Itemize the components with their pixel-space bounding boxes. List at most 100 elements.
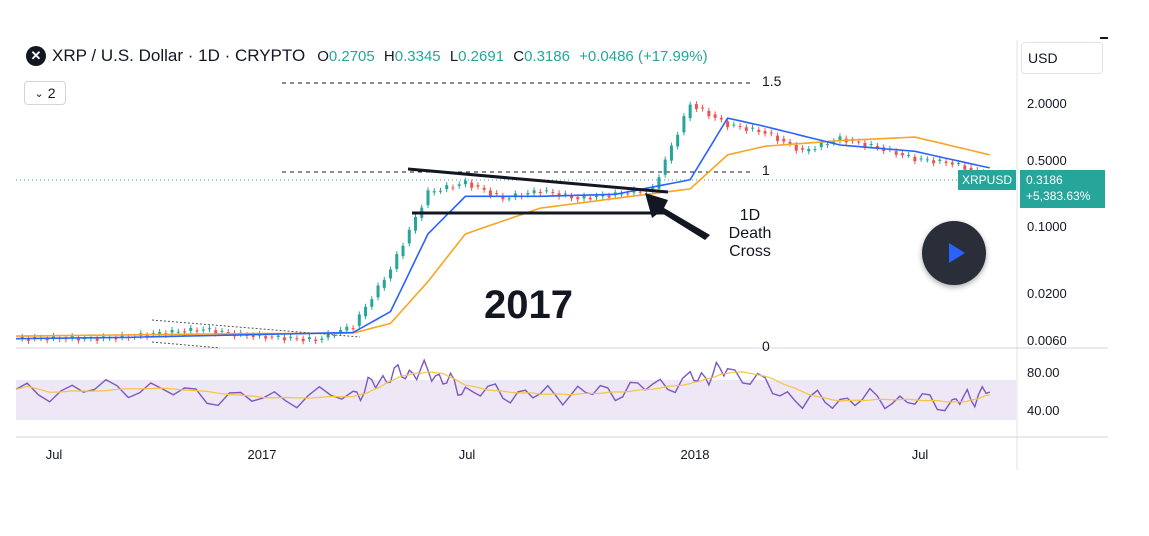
candle-body bbox=[289, 336, 293, 338]
candle-body bbox=[470, 182, 474, 188]
play-icon bbox=[948, 243, 965, 263]
candle-body bbox=[176, 331, 180, 333]
candle-body bbox=[701, 107, 705, 109]
candle-body bbox=[401, 245, 405, 257]
candle-body bbox=[295, 338, 299, 340]
death-cross-arrow bbox=[645, 193, 710, 240]
candle-body bbox=[320, 338, 324, 340]
candle-body bbox=[538, 191, 542, 194]
candle-body bbox=[782, 138, 786, 142]
candle-body bbox=[513, 193, 517, 198]
fib-label-1: 1 bbox=[762, 162, 770, 178]
candle-body bbox=[51, 335, 55, 339]
candle-body bbox=[314, 339, 318, 342]
candle-body bbox=[407, 229, 411, 244]
y-tick-label: 2.0000 bbox=[1027, 96, 1067, 111]
ohlc-values: O0.2705 H0.3345 L0.2691 C0.3186 +0.0486 … bbox=[317, 48, 707, 65]
ticker-price-tag: XRPUSD bbox=[958, 170, 1017, 190]
candle-body bbox=[389, 269, 393, 279]
candle-body bbox=[301, 338, 305, 342]
candle-body bbox=[651, 186, 655, 190]
candle-body bbox=[83, 338, 87, 340]
x-tick-label: 2017 bbox=[247, 447, 277, 462]
candle-body bbox=[726, 121, 730, 128]
death-cross-annotation: 1D Death Cross bbox=[722, 207, 778, 261]
open-label: O bbox=[317, 47, 329, 65]
annotation-line-2: Death bbox=[728, 225, 772, 242]
chart-header: ✕ XRP / U.S. Dollar · 1D · CRYPTO O0.270… bbox=[26, 46, 708, 66]
candle-body bbox=[351, 328, 355, 330]
ma-fast-line bbox=[15, 117, 990, 340]
candle-body bbox=[638, 191, 642, 193]
candle-body bbox=[957, 163, 961, 165]
change-value: +0.0486 (+17.99%) bbox=[579, 47, 708, 65]
candle-body bbox=[345, 326, 349, 331]
candle-body bbox=[532, 190, 536, 194]
candle-body bbox=[220, 330, 224, 332]
candle-body bbox=[445, 185, 449, 190]
candle-body bbox=[526, 192, 530, 195]
close-label: C bbox=[513, 47, 525, 65]
candle-body bbox=[857, 141, 861, 143]
candle-body bbox=[925, 159, 929, 161]
candle-body bbox=[382, 279, 386, 288]
candle-body bbox=[370, 299, 374, 307]
candle-body bbox=[807, 149, 811, 152]
candle-body bbox=[776, 135, 780, 141]
symbol-title[interactable]: XRP / U.S. Dollar · 1D · CRYPTO bbox=[52, 46, 306, 65]
candle-body bbox=[26, 338, 30, 341]
candle-body bbox=[332, 335, 336, 337]
indicators-collapse-toggle[interactable]: ⌄ 2 bbox=[24, 81, 66, 105]
candle-body bbox=[694, 104, 698, 109]
candle-body bbox=[426, 190, 430, 206]
candle-body bbox=[757, 129, 761, 133]
trendline-2016-lower bbox=[151, 341, 221, 349]
candle-body bbox=[270, 336, 274, 338]
candle-body bbox=[364, 306, 368, 317]
candle-body bbox=[576, 197, 580, 200]
candle-body bbox=[264, 336, 268, 339]
candle-body bbox=[832, 141, 836, 143]
candle-body bbox=[676, 134, 680, 147]
candle-body bbox=[944, 161, 948, 164]
x-tick-label: 2018 bbox=[680, 447, 710, 462]
fib-label-0: 0 bbox=[762, 338, 770, 354]
candle-body bbox=[551, 191, 555, 193]
candle-body bbox=[214, 330, 218, 334]
candle-body bbox=[819, 142, 823, 148]
current-price: 0.3186 bbox=[1026, 173, 1063, 187]
candle-body bbox=[76, 338, 80, 341]
candle-body bbox=[507, 198, 511, 200]
low-value: 0.2691 bbox=[458, 47, 505, 65]
close-value: 0.3186 bbox=[524, 47, 570, 65]
candle-body bbox=[732, 124, 736, 126]
candle-body bbox=[170, 330, 174, 333]
y-tick-label: 0.0060 bbox=[1027, 333, 1067, 348]
candle-body bbox=[114, 337, 118, 340]
candle-body bbox=[557, 193, 561, 197]
candle-body bbox=[875, 145, 879, 148]
candle-body bbox=[950, 162, 954, 165]
currency-selector[interactable]: USD bbox=[1021, 42, 1103, 74]
candle-body bbox=[813, 149, 817, 151]
rsi-group bbox=[15, 358, 990, 412]
candle-body bbox=[457, 184, 461, 186]
candle-body bbox=[482, 187, 486, 190]
candle-body bbox=[938, 159, 942, 161]
play-button[interactable] bbox=[922, 221, 986, 285]
trendline-2016-upper bbox=[151, 319, 361, 338]
high-label: H bbox=[383, 47, 395, 65]
candle-body bbox=[488, 190, 492, 196]
candle-body bbox=[763, 131, 767, 134]
candle-body bbox=[282, 337, 286, 341]
candle-body bbox=[339, 329, 343, 333]
x-tick-label: Jul bbox=[45, 447, 63, 462]
candle-body bbox=[545, 190, 549, 192]
candle-body bbox=[744, 127, 748, 131]
candle-body bbox=[626, 193, 630, 195]
candle-body bbox=[438, 190, 442, 192]
candle-body bbox=[794, 145, 798, 151]
rsi-tick-label: 40.00 bbox=[1027, 403, 1060, 418]
candle-body bbox=[907, 154, 911, 156]
candle-body bbox=[563, 193, 567, 195]
